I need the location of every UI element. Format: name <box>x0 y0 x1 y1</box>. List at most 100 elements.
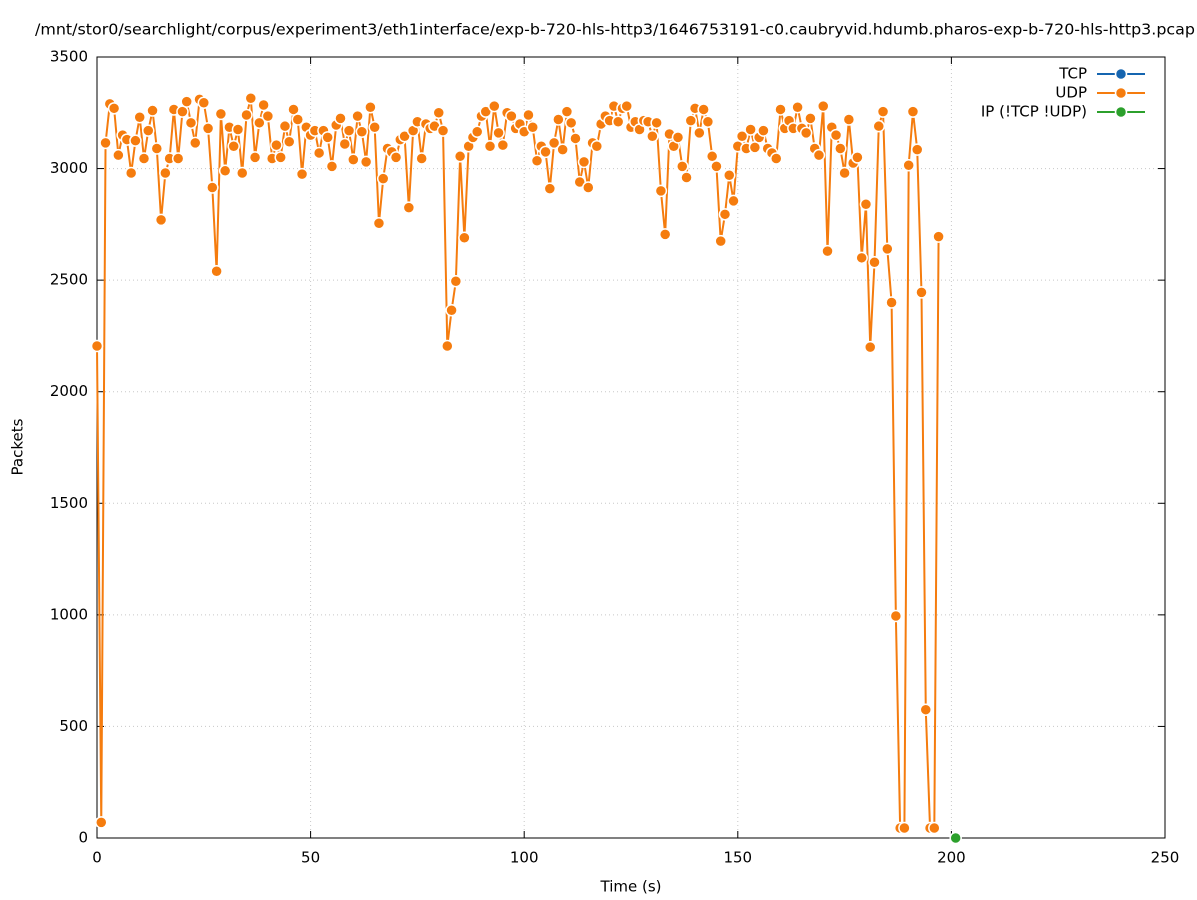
y-tick-label: 2500 <box>50 271 88 289</box>
data-point <box>838 166 851 180</box>
data-point <box>829 128 843 142</box>
data-point <box>492 126 505 140</box>
x-tick-label: 100 <box>510 849 539 867</box>
data-point <box>569 132 582 145</box>
data-point <box>872 119 886 133</box>
data-point <box>928 821 941 835</box>
y-tick-label: 2000 <box>50 382 88 400</box>
data-point <box>137 152 151 165</box>
data-point <box>436 124 450 137</box>
data-point <box>855 251 868 265</box>
data-point <box>701 115 715 128</box>
data-point <box>889 609 903 623</box>
data-point <box>112 148 125 162</box>
data-point <box>201 122 215 135</box>
data-point <box>291 113 305 126</box>
data-point <box>898 821 911 835</box>
data-point <box>159 166 172 180</box>
data-point <box>432 106 446 120</box>
data-point <box>321 131 334 144</box>
data-point <box>885 296 898 309</box>
data-point <box>218 164 232 178</box>
legend-label: IP (!TCP !UDP) <box>981 103 1087 121</box>
data-point <box>744 123 757 136</box>
x-tick-label: 0 <box>92 849 102 867</box>
data-point <box>453 150 467 163</box>
legend-label: TCP <box>1058 65 1087 83</box>
data-point <box>851 151 864 164</box>
data-point <box>347 153 360 166</box>
data-point <box>90 339 104 353</box>
data-point <box>274 151 287 164</box>
data-point <box>718 208 732 221</box>
data-point <box>295 167 309 181</box>
data-point <box>129 134 142 147</box>
y-tick-label: 1500 <box>50 494 88 512</box>
data-point <box>235 166 249 180</box>
data-point <box>693 126 706 140</box>
data-point <box>415 152 428 165</box>
data-point <box>859 198 873 211</box>
data-point <box>351 109 364 123</box>
data-point <box>180 95 193 108</box>
data-point <box>676 160 689 173</box>
data-point <box>902 158 915 172</box>
data-point <box>376 172 390 185</box>
data-point <box>556 143 569 156</box>
data-point <box>868 256 881 269</box>
data-point <box>240 108 253 122</box>
data-point <box>479 105 493 118</box>
x-tick-label: 200 <box>937 849 966 867</box>
data-point <box>547 136 561 150</box>
data-point <box>727 194 740 208</box>
data-point <box>99 136 112 150</box>
data-point <box>355 125 369 139</box>
y-tick-label: 500 <box>59 717 88 735</box>
data-point <box>210 264 223 278</box>
data-point <box>124 166 138 180</box>
data-point <box>646 129 659 143</box>
data-point <box>372 216 386 230</box>
x-tick-label: 250 <box>1151 849 1180 867</box>
data-point <box>184 116 198 130</box>
data-point <box>821 244 834 258</box>
data-point <box>253 116 266 130</box>
data-point <box>197 96 211 109</box>
data-point <box>834 142 847 155</box>
legend-label: UDP <box>1055 84 1087 102</box>
data-point <box>171 152 185 165</box>
data-point <box>881 242 894 256</box>
data-point <box>483 140 497 153</box>
legend-marker <box>1114 67 1128 81</box>
data-point <box>582 181 595 194</box>
y-tick-label: 1000 <box>50 605 88 623</box>
data-point <box>95 816 108 829</box>
data-point <box>206 181 219 194</box>
data-point <box>650 116 663 130</box>
data-point <box>244 92 258 105</box>
data-point <box>791 100 804 114</box>
data-point <box>723 169 736 182</box>
data-point <box>248 151 262 164</box>
data-point <box>560 105 574 118</box>
data-point <box>799 126 813 140</box>
data-point <box>620 99 633 113</box>
x-tick-label: 150 <box>723 849 752 867</box>
data-point <box>526 121 539 134</box>
data-point <box>671 131 685 144</box>
data-point <box>906 105 920 118</box>
data-point <box>919 703 933 716</box>
data-point <box>769 152 783 165</box>
data-point <box>359 155 373 169</box>
data-point <box>214 107 228 121</box>
chart-title: /mnt/stor0/searchlight/corpus/experiment… <box>35 21 1195 39</box>
data-point <box>402 201 416 214</box>
data-point <box>522 108 535 122</box>
data-point <box>590 140 604 153</box>
x-tick-label: 50 <box>301 849 320 867</box>
data-point <box>146 104 159 117</box>
data-point <box>573 175 586 189</box>
data-point <box>342 124 356 137</box>
data-point <box>270 138 283 152</box>
